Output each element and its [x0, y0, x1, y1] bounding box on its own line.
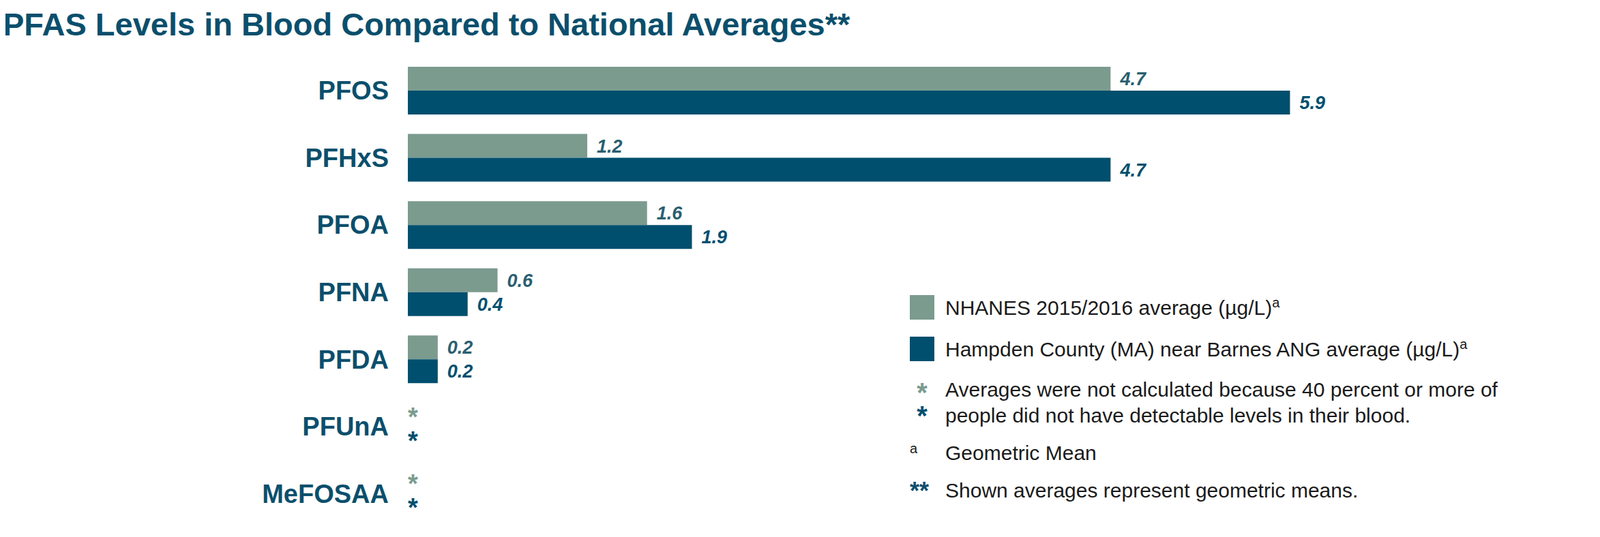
html-text:NHANES 2015/2016 average (µg/L: NHANES 2015/2016 average (µg/L)a — [945, 295, 1280, 320]
svg-text:4.7: 4.7 — [1119, 160, 1148, 181]
html-text:PFAS Levels in Blood Compared: PFAS Levels in Blood Compared to Nationa… — [2, 6, 850, 43]
svg-text:MeFOSAA: MeFOSAA — [261, 480, 389, 509]
svg-text:5.9: 5.9 — [1299, 92, 1326, 114]
svg-text:PFDA: PFDA — [318, 345, 389, 375]
html-text:a: a — [909, 441, 918, 457]
svg-text:0.2: 0.2 — [447, 337, 474, 359]
svg-text:PFUnA: PFUnA — [302, 412, 389, 442]
svg-text:4.7: 4.7 — [1119, 68, 1148, 90]
html-text:Geometric Mean: Geometric Mean — [945, 441, 1097, 465]
svg-text:1.2: 1.2 — [596, 136, 623, 157]
html-text:Hampden County (MA) near Barne: Hampden County (MA) near Barnes ANG aver… — [945, 336, 1468, 361]
svg-text:1.6: 1.6 — [656, 203, 684, 224]
svg-text:0.2: 0.2 — [447, 361, 474, 382]
svg-text:PFOA: PFOA — [316, 210, 389, 240]
svg-text:0.6: 0.6 — [507, 270, 535, 292]
svg-text:1.9: 1.9 — [701, 227, 728, 248]
svg-text:*: * — [407, 493, 419, 523]
html-text:Shown averages represent geome: Shown averages represent geometric means… — [945, 479, 1359, 503]
html-text:Averages were not calculated b: Averages were not calculated because 40 … — [945, 378, 1498, 427]
svg-text:0.4: 0.4 — [477, 294, 504, 316]
svg-text:PFHxS: PFHxS — [305, 143, 389, 173]
svg-text:*: * — [407, 426, 419, 456]
svg-text:PFOS: PFOS — [318, 76, 389, 106]
svg-text:PFNA: PFNA — [318, 278, 389, 307]
